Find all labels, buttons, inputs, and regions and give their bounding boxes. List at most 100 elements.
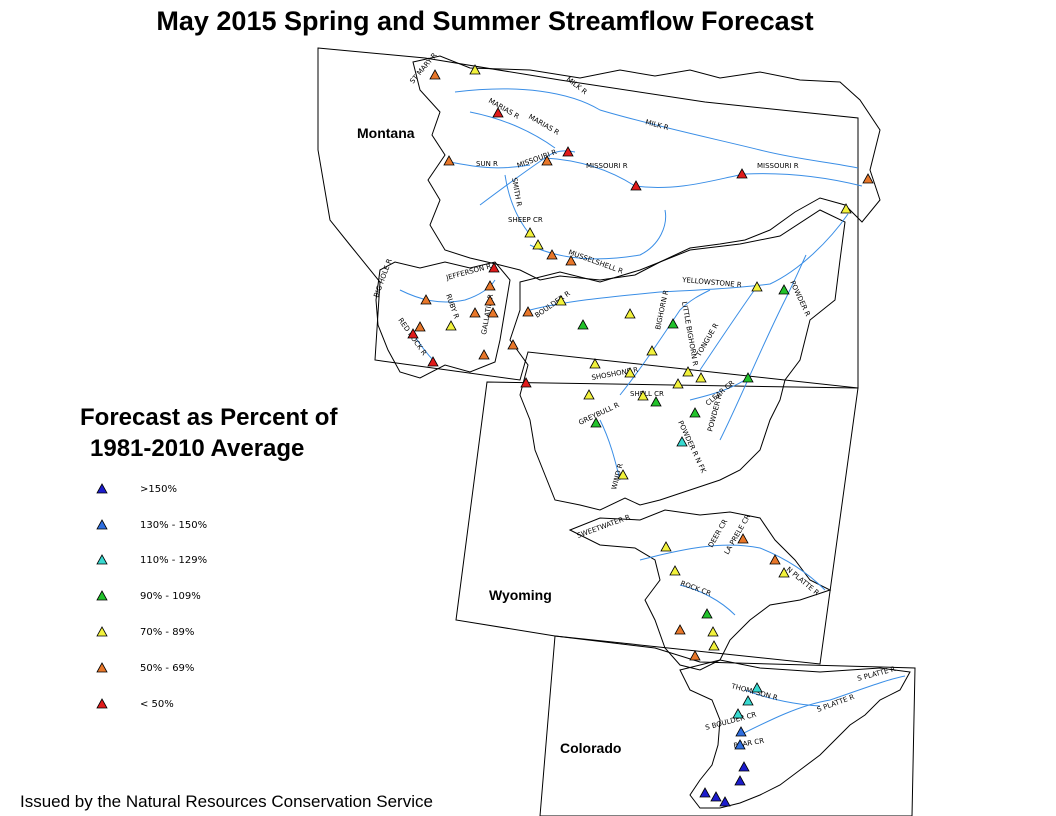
forecast-point (546, 249, 558, 260)
triangle-icon (96, 554, 108, 565)
marias-river (469, 111, 556, 149)
forecast-point (701, 608, 713, 619)
forecast-point (624, 308, 636, 319)
forecast-point (562, 146, 574, 157)
forecast-point (445, 320, 457, 331)
forecast-point (778, 567, 790, 578)
forecast-point (751, 682, 763, 693)
forecast-point (734, 739, 746, 750)
state-boundaries (317, 47, 916, 816)
legend-item-70-89: 70% - 89% (94, 625, 314, 643)
legend-item-label: 90% - 109% (140, 591, 201, 602)
river-label: SHELL CR (630, 390, 664, 398)
forecast-point (737, 533, 749, 544)
forecast-point (660, 541, 672, 552)
triangle-icon (96, 590, 108, 601)
river-label: MILK R (644, 118, 669, 132)
forecast-point (429, 69, 441, 80)
river-label: S BOULDER CR (704, 711, 757, 732)
legend-item-110-129: 110% - 129% (94, 553, 314, 571)
river-label: DEER CR (707, 518, 730, 549)
forecast-point (469, 64, 481, 75)
forecast-point (484, 280, 496, 291)
legend-item-130-150: 130% - 150% (94, 518, 314, 536)
forecast-point (565, 255, 577, 266)
forecast-point (738, 761, 750, 772)
milk-river (454, 88, 859, 169)
upper-missouri-basin (412, 55, 881, 281)
musselshell-river (529, 209, 667, 260)
forecast-point (589, 358, 601, 369)
smith-river (504, 174, 529, 233)
forecast-point (719, 796, 731, 807)
forecast-point (682, 366, 694, 377)
forecast-point (646, 345, 658, 356)
s-platte-river (739, 675, 906, 736)
legend-item-label: 130% - 150% (140, 520, 208, 531)
rock-creek (679, 584, 736, 616)
forecast-point (734, 775, 746, 786)
legend-item-90-109: 90% - 109% (94, 589, 314, 607)
river-label: MISSOURI R (757, 162, 799, 170)
wyoming-boundary (455, 381, 859, 665)
legend-item-label: 70% - 89% (140, 627, 195, 638)
triangle-icon (96, 662, 108, 673)
forecast-point (667, 318, 679, 329)
forecast-point (695, 372, 707, 383)
missouri-river-main (544, 157, 863, 188)
legend-item-under-50: < 50% (94, 697, 314, 715)
forecast-point (669, 565, 681, 576)
powder-river (719, 254, 807, 441)
n-platte-river (639, 544, 826, 591)
river-label: JEFFERSON R (444, 262, 492, 282)
forecast-point (541, 155, 553, 166)
triangle-icon (96, 519, 108, 530)
forecast-point (484, 295, 496, 306)
river-label: ROCK CR (679, 579, 712, 597)
river-label: MISSOURI R (586, 162, 628, 170)
forecast-point (583, 389, 595, 400)
south-platte-basin (679, 659, 911, 809)
forecast-point (492, 107, 504, 118)
forecast-points (407, 64, 874, 807)
forecast-point (520, 377, 532, 388)
state-label-wyoming: Wyoming (489, 587, 552, 603)
river-label: BIGHORN R (654, 289, 670, 330)
forecast-point (674, 624, 686, 635)
river-label: POWDER R N FK (676, 419, 707, 474)
river-label: LA PRELE CR (723, 513, 752, 556)
river-label: SUN R (476, 160, 498, 168)
legend-title-line1: Forecast as Percent of (80, 404, 338, 431)
forecast-point (637, 390, 649, 401)
river-label: MUSSELSHELL R (567, 248, 624, 275)
forecast-point (555, 295, 567, 306)
forecast-point (577, 319, 589, 330)
forecast-point (742, 372, 754, 383)
tongue-river (699, 284, 759, 371)
forecast-point (522, 306, 534, 317)
bighorn-river (619, 289, 711, 396)
forecast-point (532, 239, 544, 250)
legend-item-over-150: >150% (94, 482, 314, 500)
river-label: LITTLE BIGHORN R (680, 301, 699, 367)
forecast-point (840, 203, 852, 214)
forecast-point (630, 180, 642, 191)
forecast-point (469, 307, 481, 318)
forecast-point (427, 356, 439, 367)
jefferson-gallatin-basin (375, 261, 511, 379)
forecast-point (751, 281, 763, 292)
upper-yellowstone-basin (509, 209, 846, 511)
forecast-point (414, 321, 426, 332)
forecast-point (507, 339, 519, 350)
river-label: SHEEP CR (508, 216, 543, 224)
forecast-point (676, 436, 688, 447)
forecast-point (689, 407, 701, 418)
forecast-point (732, 708, 744, 719)
montana-boundary (317, 47, 859, 389)
legend-item-label: < 50% (140, 699, 174, 710)
triangle-icon (96, 483, 108, 494)
legend-title: Forecast as Percent of 1981-2010 Average (80, 402, 410, 464)
forecast-point (407, 328, 419, 339)
forecast-point (420, 294, 432, 305)
forecast-point (590, 417, 602, 428)
